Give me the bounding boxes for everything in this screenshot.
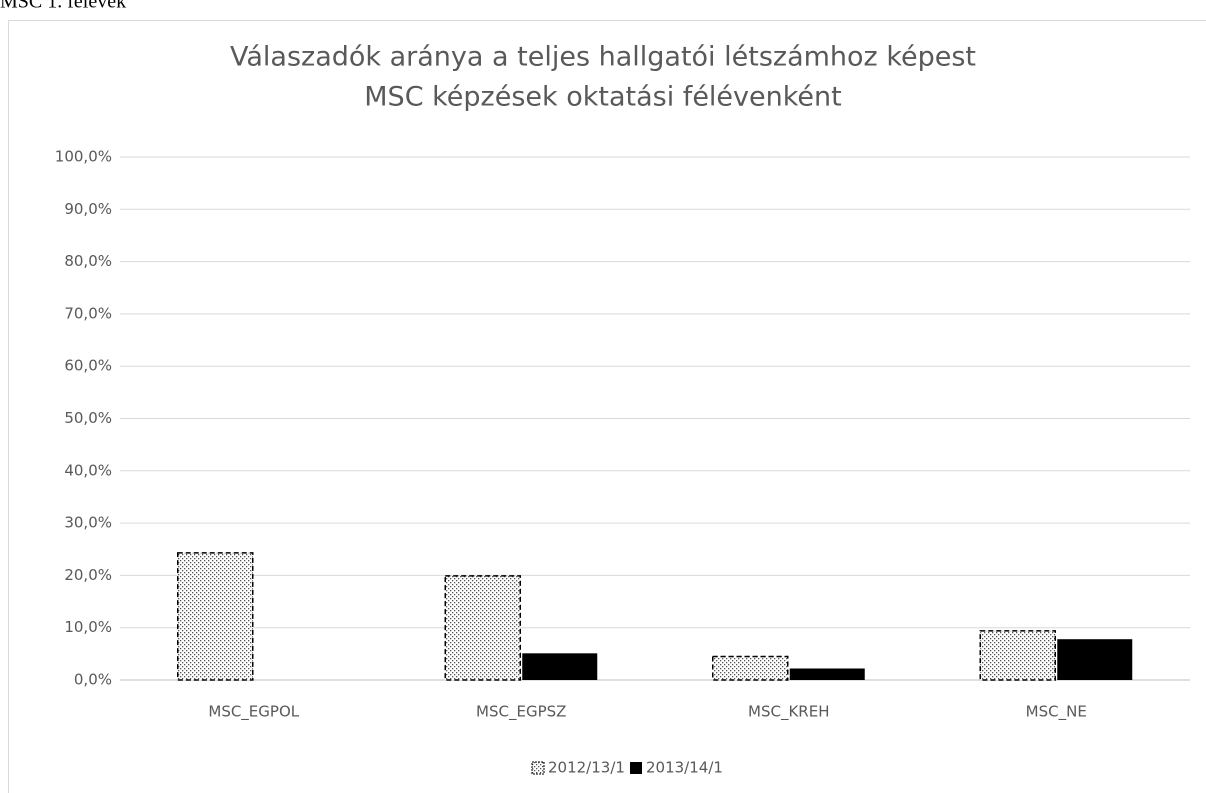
bar — [712, 655, 789, 681]
y-tick-label: 30,0% — [64, 514, 112, 532]
x-tick-label: MSC_EGPOL — [208, 703, 299, 722]
y-tick-label: 70,0% — [64, 304, 112, 322]
legend-label: 2012/13/1 — [548, 759, 625, 777]
legend-label: 2013/14/1 — [646, 759, 723, 777]
bar — [522, 653, 598, 680]
y-tick-label: 80,0% — [64, 252, 112, 270]
chart-subtitle: MSC képzések oktatási félévenként — [364, 82, 841, 113]
y-tick-label: 100,0% — [55, 148, 112, 166]
y-tick-label: 60,0% — [64, 357, 112, 375]
bar — [444, 575, 521, 681]
caption: MSC 1. félévek — [0, 0, 126, 13]
y-tick-label: 40,0% — [64, 461, 112, 479]
legend-swatch — [531, 761, 545, 775]
chart-frame — [8, 20, 1206, 793]
x-tick-label: MSC_NE — [1026, 703, 1087, 722]
y-tick-label: 50,0% — [64, 409, 112, 427]
bar — [177, 552, 254, 681]
legend-swatch — [630, 762, 642, 774]
bar — [979, 630, 1056, 681]
y-tick-label: 10,0% — [64, 618, 112, 636]
x-tick-label: MSC_KREH — [748, 703, 829, 722]
x-tick-label: MSC_EGPSZ — [476, 703, 566, 722]
y-tick-label: 0,0% — [74, 671, 112, 689]
y-tick-label: 90,0% — [64, 200, 112, 218]
bar — [789, 668, 865, 680]
chart-title: Válaszadók aránya a teljes hallgatói lét… — [230, 42, 976, 73]
y-tick-label: 20,0% — [64, 566, 112, 584]
bar — [1057, 639, 1133, 680]
